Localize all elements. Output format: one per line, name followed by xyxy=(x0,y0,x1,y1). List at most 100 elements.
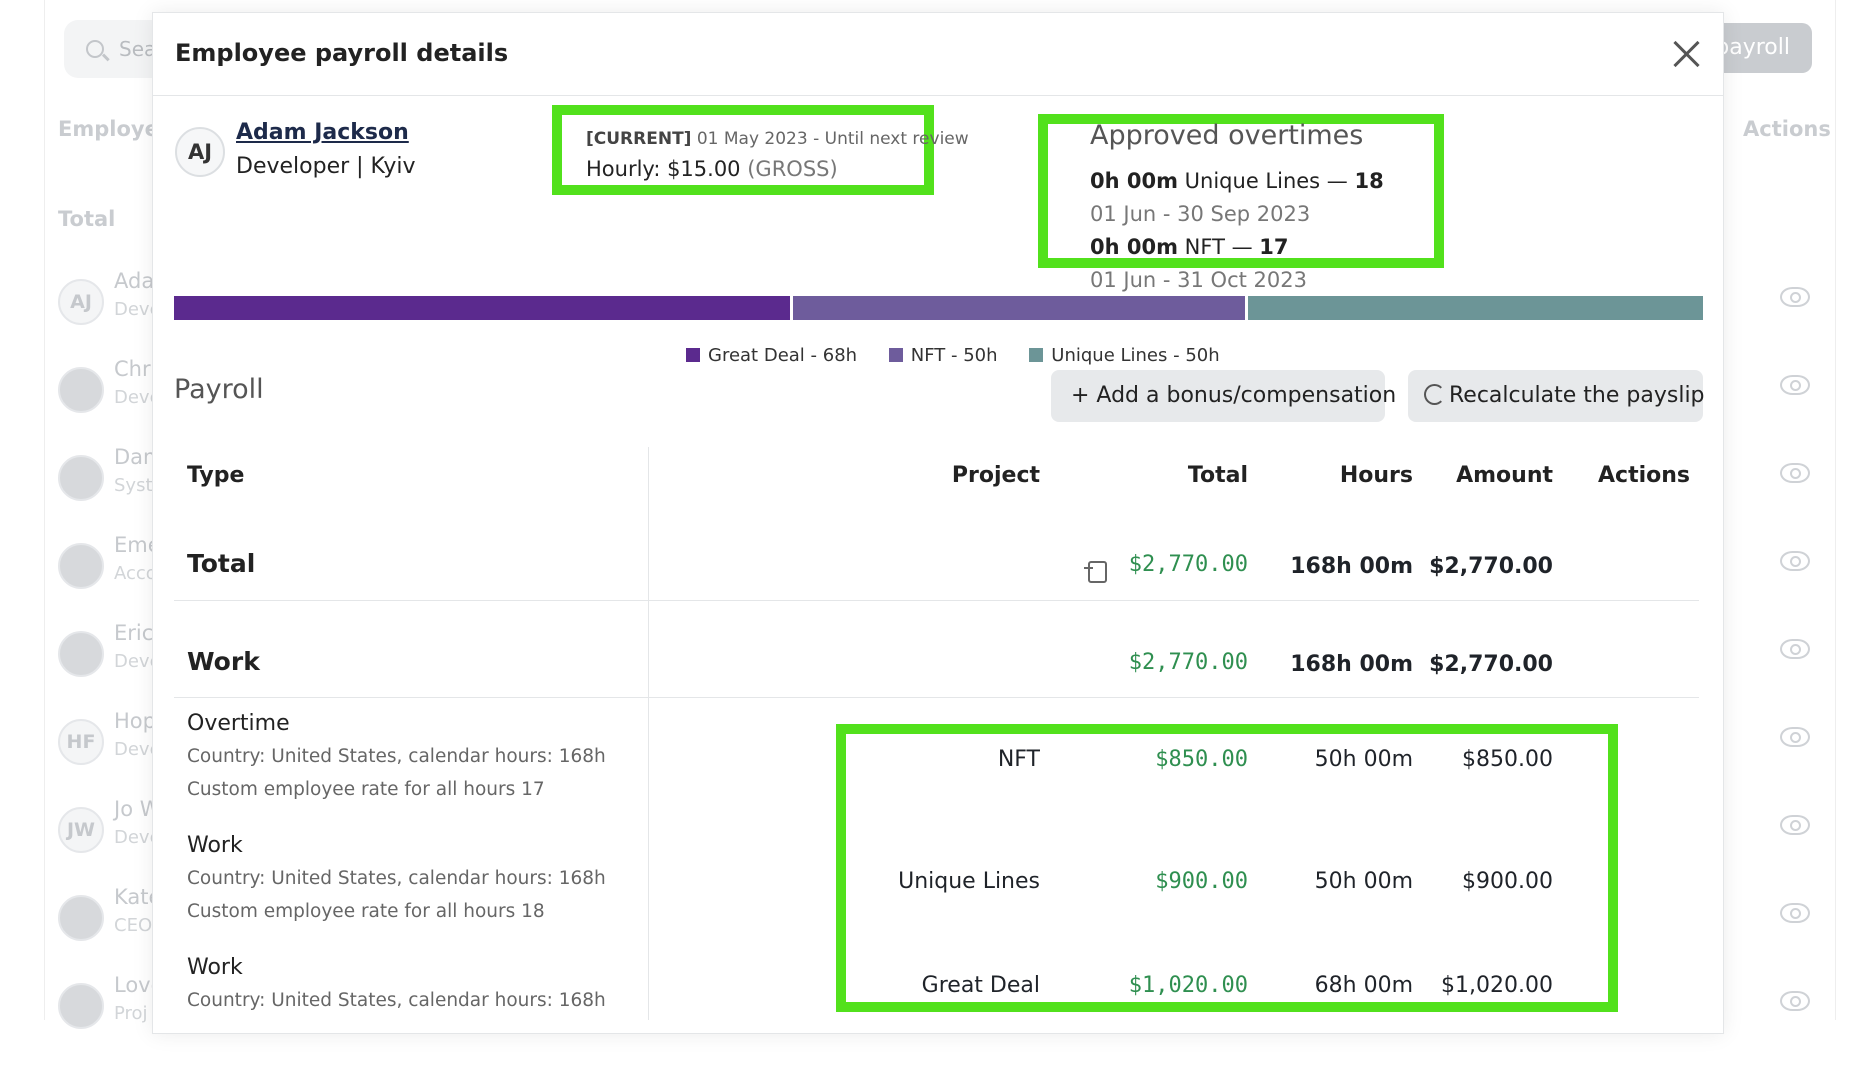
refresh-icon xyxy=(1424,384,1445,405)
legend-label: Great Deal - 68h xyxy=(708,345,858,366)
line-item-total: $1,020.00 xyxy=(1128,973,1248,998)
avatar xyxy=(58,367,104,413)
row-divider xyxy=(174,600,1699,601)
distribution-legend: Great Deal - 68h NFT - 50h Unique Lines … xyxy=(686,345,1246,366)
line-item-title: Overtime xyxy=(187,711,290,736)
overtime-item: 0h 00m Unique Lines — 18 xyxy=(1090,169,1384,193)
eye-icon[interactable] xyxy=(1780,551,1810,571)
column-divider xyxy=(648,447,649,1020)
avatar: JW xyxy=(58,807,104,853)
employee-role: Deve xyxy=(114,827,161,848)
employee-role: Deve xyxy=(114,739,161,760)
column-header-type: Type xyxy=(187,463,245,488)
legend-swatch xyxy=(888,348,903,362)
column-header-total: Total xyxy=(1187,463,1248,488)
eye-icon[interactable] xyxy=(1780,287,1810,307)
overtimes-highlight-box xyxy=(1038,114,1444,268)
employee-list-card xyxy=(44,0,1836,1020)
column-header-actions: Actions xyxy=(1598,463,1690,488)
employee-row[interactable]: HF Hop Deve xyxy=(58,709,1838,807)
eye-icon[interactable] xyxy=(1780,375,1810,395)
line-item-detail: Custom employee rate for all hours 18 xyxy=(187,901,545,922)
employee-name: Chri xyxy=(114,357,157,381)
work-row-total: $2,770.00 xyxy=(1128,650,1248,675)
employee-role: Syst xyxy=(114,475,153,496)
distribution-segment xyxy=(793,296,1245,320)
line-item-amount: $900.00 xyxy=(1462,869,1553,894)
rate-label: Hourly: $15.00 xyxy=(586,157,741,181)
search-placeholder: Sea xyxy=(119,37,157,61)
employee-role: Deve xyxy=(114,651,161,672)
eye-icon[interactable] xyxy=(1780,727,1810,747)
eye-icon[interactable] xyxy=(1780,639,1810,659)
avatar xyxy=(58,895,104,941)
employee-role: Proj xyxy=(114,1003,148,1024)
line-item-hours: 68h 00m xyxy=(1314,973,1413,998)
copy-icon[interactable] xyxy=(1084,561,1107,583)
legend-item-nft: NFT - 50h xyxy=(888,345,998,366)
overtime-duration: 0h 00m xyxy=(1090,169,1178,193)
overtime-project: Unique Lines — xyxy=(1184,169,1348,193)
line-item-title: Work xyxy=(187,955,243,980)
eye-icon[interactable] xyxy=(1780,903,1810,923)
total-label: Total xyxy=(58,207,116,231)
line-item-project: Great Deal xyxy=(921,973,1040,998)
employee-name-link[interactable]: Adam Jackson xyxy=(236,120,409,145)
total-row-hours: 168h 00m xyxy=(1290,554,1413,579)
total-row-label: Total xyxy=(187,549,256,578)
employee-role: Acco xyxy=(114,563,157,584)
overtime-dates: 01 Jun - 30 Sep 2023 xyxy=(1090,202,1311,226)
rate-period: [CURRENT] 01 May 2023 - Until next revie… xyxy=(586,129,969,149)
line-item-project: Unique Lines xyxy=(898,869,1040,894)
employee-row[interactable]: Chri Deve xyxy=(58,357,1838,455)
total-row-total: $2,770.00 xyxy=(1128,552,1248,577)
column-header-amount: Amount xyxy=(1456,463,1553,488)
modal-header: Employee payroll details xyxy=(153,13,1723,96)
employee-row[interactable]: Eric Deve xyxy=(58,621,1838,719)
line-item-amount: $850.00 xyxy=(1462,747,1553,772)
employee-role: CEO xyxy=(114,915,153,936)
legend-swatch xyxy=(1029,348,1044,362)
payroll-section-title: Payroll xyxy=(174,374,264,405)
work-row-hours: 168h 00m xyxy=(1290,652,1413,677)
column-header-hours: Hours xyxy=(1339,463,1413,488)
projects-highlight-box xyxy=(836,724,1618,1012)
recalculate-label: Recalculate the payslip xyxy=(1449,383,1705,408)
line-item-detail: Country: United States, calendar hours: … xyxy=(187,746,606,767)
recalculate-button[interactable]: Recalculate the payslip xyxy=(1408,370,1705,422)
add-bonus-button[interactable]: + Add a bonus/compensation xyxy=(1051,370,1396,422)
legend-swatch xyxy=(686,348,700,362)
avatar xyxy=(58,983,104,1029)
work-row-amount: $2,770.00 xyxy=(1429,652,1553,677)
line-item-title: Work xyxy=(187,833,243,858)
eye-icon[interactable] xyxy=(1780,815,1810,835)
rate-highlight-box: [CURRENT] 01 May 2023 - Until next revie… xyxy=(552,105,969,195)
employee-row[interactable]: AJ Ada Deve xyxy=(58,269,1838,367)
avatar: AJ xyxy=(58,279,104,325)
payroll-details-modal: Employee payroll details AJ Adam Jackson… xyxy=(152,12,1724,1034)
rate-dates: 01 May 2023 - Until next review xyxy=(696,129,969,149)
close-icon[interactable] xyxy=(1671,39,1701,69)
eye-icon[interactable] xyxy=(1780,991,1810,1011)
overtime-dates: 01 Jun - 31 Oct 2023 xyxy=(1090,268,1307,292)
column-header-project: Project xyxy=(951,463,1040,488)
search-icon xyxy=(86,40,104,58)
employee-row[interactable]: Eme Acco xyxy=(58,533,1838,631)
line-item-amount: $1,020.00 xyxy=(1441,973,1553,998)
legend-item-great-deal: Great Deal - 68h xyxy=(686,345,857,366)
legend-item-unique-lines: Unique Lines - 50h xyxy=(1029,345,1220,366)
avatar: AJ xyxy=(175,127,225,177)
line-item-hours: 50h 00m xyxy=(1314,869,1413,894)
legend-label: NFT - 50h xyxy=(910,345,998,366)
employee-role: Developer | Kyiv xyxy=(236,154,416,179)
column-header-actions: Actions xyxy=(1743,117,1831,141)
employee-name: Eric xyxy=(114,621,154,645)
eye-icon[interactable] xyxy=(1780,463,1810,483)
overtime-count: 18 xyxy=(1354,169,1384,193)
overtime-count: 17 xyxy=(1259,235,1289,259)
line-item-total: $850.00 xyxy=(1155,747,1248,772)
line-item-detail: Country: United States, calendar hours: … xyxy=(187,868,606,889)
modal-title: Employee payroll details xyxy=(175,39,509,67)
rate-status: [CURRENT] xyxy=(586,129,692,149)
line-item-detail: Custom employee rate for all hours 17 xyxy=(187,779,545,800)
